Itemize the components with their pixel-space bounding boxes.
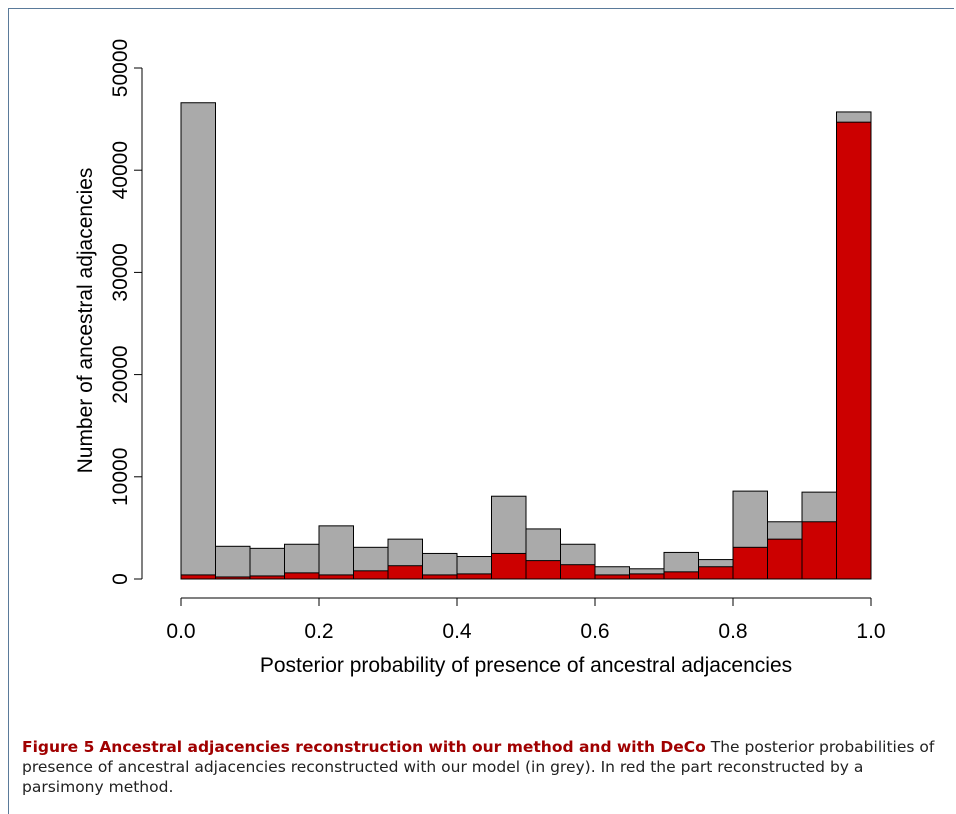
y-axis-label: Number of ancestral adjacencies: [74, 168, 97, 474]
histogram-chart: 0.0 0.2 0.4 0.6 0.8 1.0 Posterior probability …: [74, 39, 886, 677]
bar-red-18: [801, 521, 837, 580]
bar-red-16: [732, 546, 768, 580]
figure-frame: [8, 8, 954, 808]
x-axis-label: Posterior probability of presence of anc…: [260, 654, 792, 677]
bar-red-3: [284, 572, 320, 580]
bar-grey-2: [249, 547, 285, 580]
bar-red-5: [353, 570, 389, 580]
bar-red-7: [422, 574, 458, 580]
x-tick-label-1: 0.2: [304, 620, 333, 643]
bar-red-6: [387, 565, 423, 580]
bar-grey-0: [180, 102, 216, 580]
bar-red-12: [594, 574, 630, 580]
bar-grey-1: [215, 545, 251, 580]
bar-red-15: [698, 566, 734, 580]
bar-red-10: [525, 560, 561, 580]
y-tick-label-3: 30000: [109, 243, 132, 301]
bar-red-1: [215, 576, 251, 580]
frame-corner-tick: [8, 802, 9, 814]
bar-red-8: [456, 573, 492, 580]
caption-label: Figure 5: [22, 738, 95, 756]
bar-red-14: [663, 571, 699, 580]
bar-red-4: [318, 574, 354, 580]
x-tick-label-2: 0.4: [442, 620, 472, 643]
y-tick-label-4: 40000: [109, 141, 132, 199]
bar-red-11: [560, 564, 596, 580]
y-tick-label-1: 10000: [109, 448, 132, 506]
caption-title: Ancestral adjacencies reconstruction wit…: [99, 738, 706, 756]
bar-red-0: [180, 574, 216, 580]
bar-red-17: [767, 538, 803, 580]
figure-caption: Figure 5 Ancestral adjacencies reconstru…: [22, 737, 942, 797]
y-tick-label-2: 20000: [109, 345, 132, 403]
y-tick-label-0: 0: [109, 573, 132, 585]
bar-red-13: [629, 573, 665, 580]
bar-red-2: [249, 575, 285, 580]
caption-body: The posterior probabilities of presence …: [22, 738, 935, 796]
bar-red-9: [491, 552, 527, 580]
x-tick-label-4: 0.8: [718, 620, 747, 643]
bar-grey-4: [318, 525, 354, 580]
x-tick-label-0: 0.0: [166, 620, 195, 643]
y-tick-label-5: 50000: [109, 39, 132, 97]
bar-red-19: [836, 121, 872, 580]
x-tick-label-5: 1.0: [856, 620, 885, 643]
x-tick-label-3: 0.6: [580, 620, 609, 643]
